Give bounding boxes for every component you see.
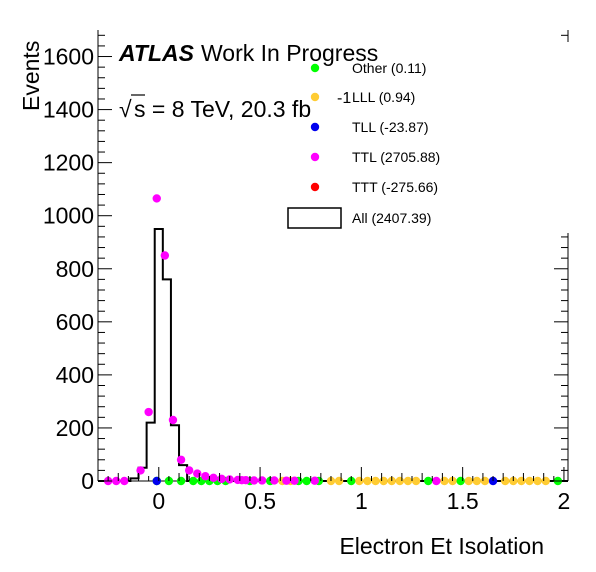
legend-label-lll: LLL (0.94) xyxy=(352,89,415,105)
data-point-lll xyxy=(480,476,490,486)
data-point-lll xyxy=(525,476,534,486)
data-point-lll xyxy=(472,476,482,486)
sqrt-symbol: √ xyxy=(119,96,132,122)
y-tick-label: 200 xyxy=(56,415,94,441)
data-point-lll xyxy=(533,476,542,486)
data-point-ttl xyxy=(432,476,441,486)
data-point-ttl xyxy=(217,474,226,484)
data-point-ttl xyxy=(201,472,210,481)
legend-marker-ttt xyxy=(310,182,320,192)
data-point-other xyxy=(302,476,311,486)
data-point-ttl xyxy=(136,466,145,475)
legend-marker-other xyxy=(310,63,320,73)
legend-label-ttt: TTT (-275.66) xyxy=(352,179,438,195)
legend: Other (0.11) LLL (0.94) TLL (-23.87) TTL (2… xyxy=(287,60,440,229)
legend-marker-tll xyxy=(310,122,320,132)
data-point-other xyxy=(176,476,186,486)
data-point-ttl xyxy=(112,476,121,486)
legend-box-all xyxy=(287,207,342,229)
legend-marker-lll xyxy=(310,92,320,102)
data-point-lll xyxy=(395,476,405,486)
data-point-ttl xyxy=(120,476,129,486)
legend-label-ttl: TTL (2705.88) xyxy=(352,149,440,165)
data-point-ttl xyxy=(176,455,186,464)
legend-label-tll: TLL (-23.87) xyxy=(352,119,429,135)
data-point-lll xyxy=(464,476,473,486)
data-point-ttl xyxy=(241,476,251,485)
data-point-ttl xyxy=(257,476,267,485)
y-tick-label: 800 xyxy=(56,256,94,282)
data-point-lll xyxy=(500,476,510,486)
data-point-ttl xyxy=(152,194,161,203)
x-tick-label: 0 xyxy=(152,488,165,514)
y-tick-label: 1200 xyxy=(43,150,94,176)
legend-label-all: All (2407.39) xyxy=(352,210,431,226)
atlas-label: ATLAS xyxy=(118,40,195,66)
data-point-lll xyxy=(517,476,526,486)
data-point-lll xyxy=(355,476,364,486)
data-point-ttl xyxy=(270,476,279,485)
data-point-lll xyxy=(541,476,550,486)
data-point-ttl xyxy=(144,407,153,417)
legend-marker-ttl xyxy=(310,152,320,162)
y-tick-label: 0 xyxy=(81,468,94,494)
data-point-ttl xyxy=(168,415,178,425)
data-point-ttl xyxy=(310,476,319,485)
data-point-lll xyxy=(379,476,388,486)
y-axis-label: Events xyxy=(18,41,44,111)
data-point-lll xyxy=(371,476,380,486)
data-point-other xyxy=(424,476,433,486)
data-point-ttl xyxy=(209,473,218,483)
y-tick-label: 400 xyxy=(56,362,94,388)
data-point-ttl xyxy=(282,476,291,485)
data-point-lll xyxy=(403,476,413,486)
x-tick-label: 1 xyxy=(355,488,368,514)
data-point-tll xyxy=(152,476,161,486)
data-point-ttl xyxy=(193,469,202,478)
x-tick-label: 0.5 xyxy=(244,488,276,514)
x-tick-label: 1.5 xyxy=(447,488,479,514)
y-tick-label: 1000 xyxy=(43,203,94,229)
y-tick-label: 1400 xyxy=(43,97,94,123)
data-point-ttl xyxy=(160,251,170,260)
data-point-other xyxy=(456,476,465,486)
data-point-lll xyxy=(411,476,421,486)
data-point-ttl xyxy=(249,476,259,485)
data-point-lll xyxy=(363,476,372,486)
energy-lumi-label: s = 8 TeV, 20.3 fb xyxy=(134,96,311,122)
data-point-lll xyxy=(440,476,449,486)
data-point-lll xyxy=(334,476,344,486)
status-label: Work In Progress xyxy=(201,40,378,66)
lumi-exponent: -1 xyxy=(337,90,351,107)
y-tick-label: 600 xyxy=(56,309,94,335)
x-tick-label: 2 xyxy=(558,488,571,514)
legend-label-other: Other (0.11) xyxy=(352,60,426,76)
data-point-ttl xyxy=(290,476,299,485)
x-axis-label: Electron Et Isolation xyxy=(339,533,544,559)
y-tick-label: 1600 xyxy=(43,44,94,70)
data-point-ttl xyxy=(184,466,194,475)
data-point-other xyxy=(189,476,198,486)
